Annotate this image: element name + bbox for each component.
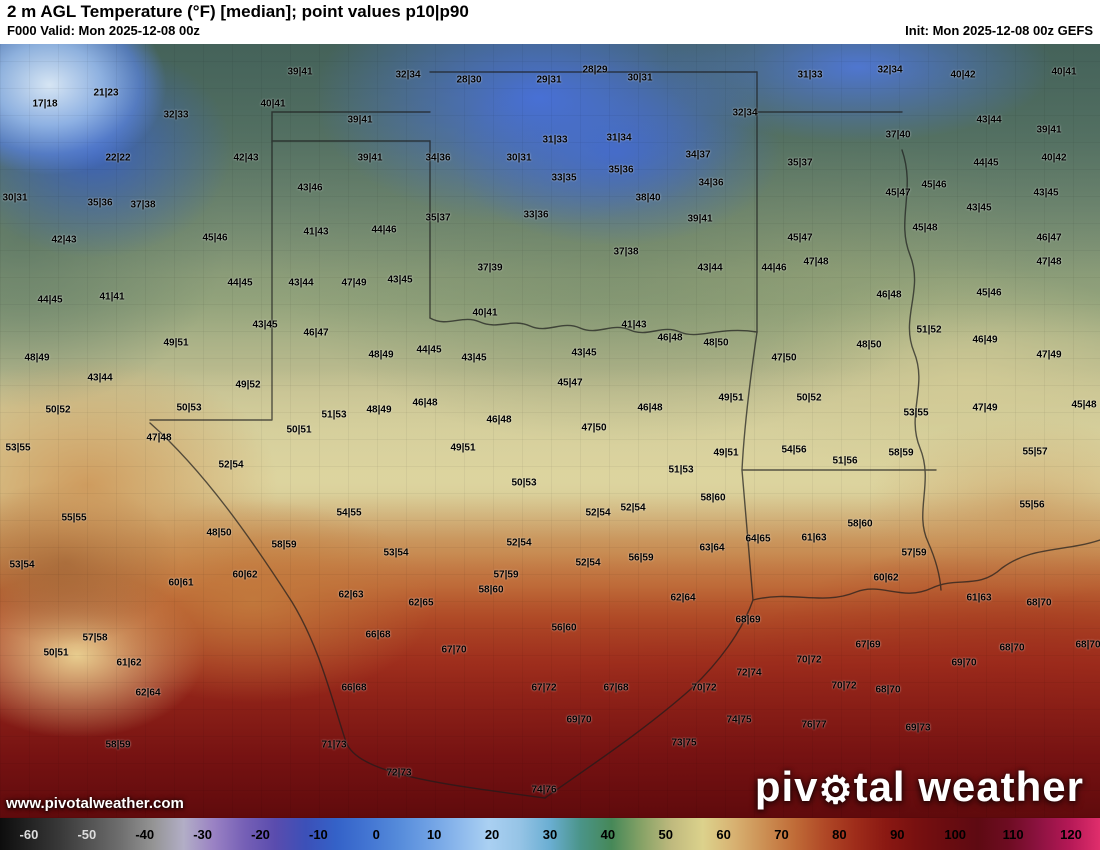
scale-tick-label: 80	[832, 826, 847, 842]
temperature-scale-bar: -60 -50 -40 -30 -20 -10 0 10 20 30 40 50 60 70 80 90 100…	[0, 818, 1100, 850]
scale-tick-label: -40	[135, 826, 155, 842]
scale-tick-label: 40	[600, 826, 616, 842]
scale-tick-label: 30	[542, 826, 558, 842]
map-header: 2 m AGL Temperature (°F) [median]; point…	[0, 0, 1100, 44]
scale-tick-label: 0	[372, 826, 380, 842]
scale-tick-label: 110	[1002, 826, 1024, 842]
scale-tick-label: 120	[1060, 826, 1082, 842]
scale-tick-label: -10	[309, 826, 328, 842]
scale-tick-label: 100	[944, 826, 967, 842]
init-time-label: Init: Mon 2025-12-08 00z GEFS	[905, 23, 1093, 38]
scale-tick-label: -30	[193, 826, 213, 842]
scale-tick-label: 20	[484, 826, 500, 842]
scale-tick-label: 10	[426, 826, 442, 842]
scale-tick-label: -20	[251, 826, 270, 842]
valid-time-label: F000 Valid: Mon 2025-12-08 00z	[7, 23, 200, 38]
scale-tick-label: 50	[658, 826, 673, 842]
gear-icon: ⚙	[818, 770, 854, 812]
logo-text-prefix: piv	[754, 763, 819, 810]
temperature-map[interactable]	[0, 44, 1100, 818]
scale-tick-label: 60	[716, 826, 731, 842]
scale-tick-label: -50	[77, 826, 97, 842]
logo-text-suffix: tal weather	[853, 763, 1084, 810]
scale-tick-label: 70	[774, 826, 789, 842]
scale-tick-label: 90	[890, 826, 905, 842]
scale-tick-labels: -60 -50 -40 -30 -20 -10 0 10 20 30 40 50 60 70 80 90 100…	[0, 818, 1100, 850]
pivotal-weather-logo: piv⚙tal weather	[754, 763, 1084, 812]
scale-tick-label: -60	[19, 826, 39, 842]
watermark-url: www.pivotalweather.com	[6, 795, 184, 812]
map-title: 2 m AGL Temperature (°F) [median]; point…	[7, 2, 469, 21]
